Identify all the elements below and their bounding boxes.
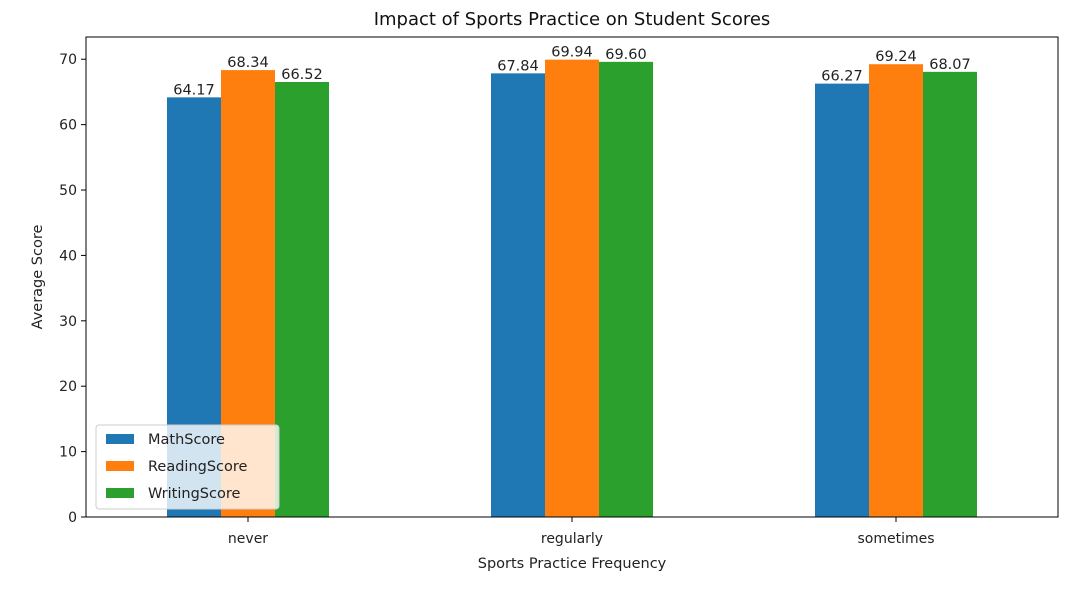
legend-swatch-mathscore xyxy=(106,434,134,444)
data-label: 68.07 xyxy=(929,57,971,73)
data-label: 66.52 xyxy=(281,67,323,83)
bar-writingscore-sometimes xyxy=(923,71,977,517)
y-axis-label: Average Score xyxy=(30,225,46,330)
bar-readingscore-sometimes xyxy=(869,64,923,518)
legend-label: WritingScore xyxy=(148,486,240,502)
y-tick-label: 60 xyxy=(59,118,77,134)
chart-title: Impact of Sports Practice on Student Sco… xyxy=(374,9,771,30)
y-tick-label: 40 xyxy=(59,248,77,264)
x-tick-label: regularly xyxy=(541,531,603,547)
legend-label: ReadingScore xyxy=(148,459,248,475)
y-tick-label: 50 xyxy=(59,183,77,199)
legend-swatch-readingscore xyxy=(106,461,134,471)
data-label: 66.27 xyxy=(821,69,863,85)
bar-writingscore-never xyxy=(275,81,329,518)
data-label: 68.34 xyxy=(227,55,269,71)
data-label: 69.94 xyxy=(551,45,593,61)
data-label: 64.17 xyxy=(173,82,215,98)
x-axis: never regularly sometimes xyxy=(228,517,935,547)
legend: MathScore ReadingScore WritingScore xyxy=(95,424,280,510)
x-axis-label: Sports Practice Frequency xyxy=(478,556,667,572)
legend-box xyxy=(95,424,280,510)
data-label: 69.24 xyxy=(875,49,917,65)
y-tick-label: 20 xyxy=(59,379,77,395)
legend-swatch-writingscore xyxy=(106,488,134,498)
plot-area: 64.17 67.84 66.27 68.34 69.94 69.24 66.52 69.60… xyxy=(167,45,977,518)
y-tick-label: 10 xyxy=(59,445,77,461)
bar-mathscore-sometimes xyxy=(815,83,869,517)
x-tick-label: never xyxy=(228,531,268,547)
bar-readingscore-regularly xyxy=(545,59,599,517)
y-tick-label: 30 xyxy=(59,314,77,330)
bar-writingscore-regularly xyxy=(599,61,653,518)
y-tick-label: 70 xyxy=(59,52,77,68)
y-tick-label: 0 xyxy=(68,510,77,526)
plot-frame xyxy=(85,36,1059,518)
legend-label: MathScore xyxy=(148,432,225,448)
y-axis: 0 10 20 30 40 50 60 70 xyxy=(59,52,86,526)
x-tick-label: sometimes xyxy=(857,531,934,547)
data-label: 69.60 xyxy=(605,47,647,63)
bar-mathscore-regularly xyxy=(491,73,545,517)
data-label: 67.84 xyxy=(497,58,539,74)
